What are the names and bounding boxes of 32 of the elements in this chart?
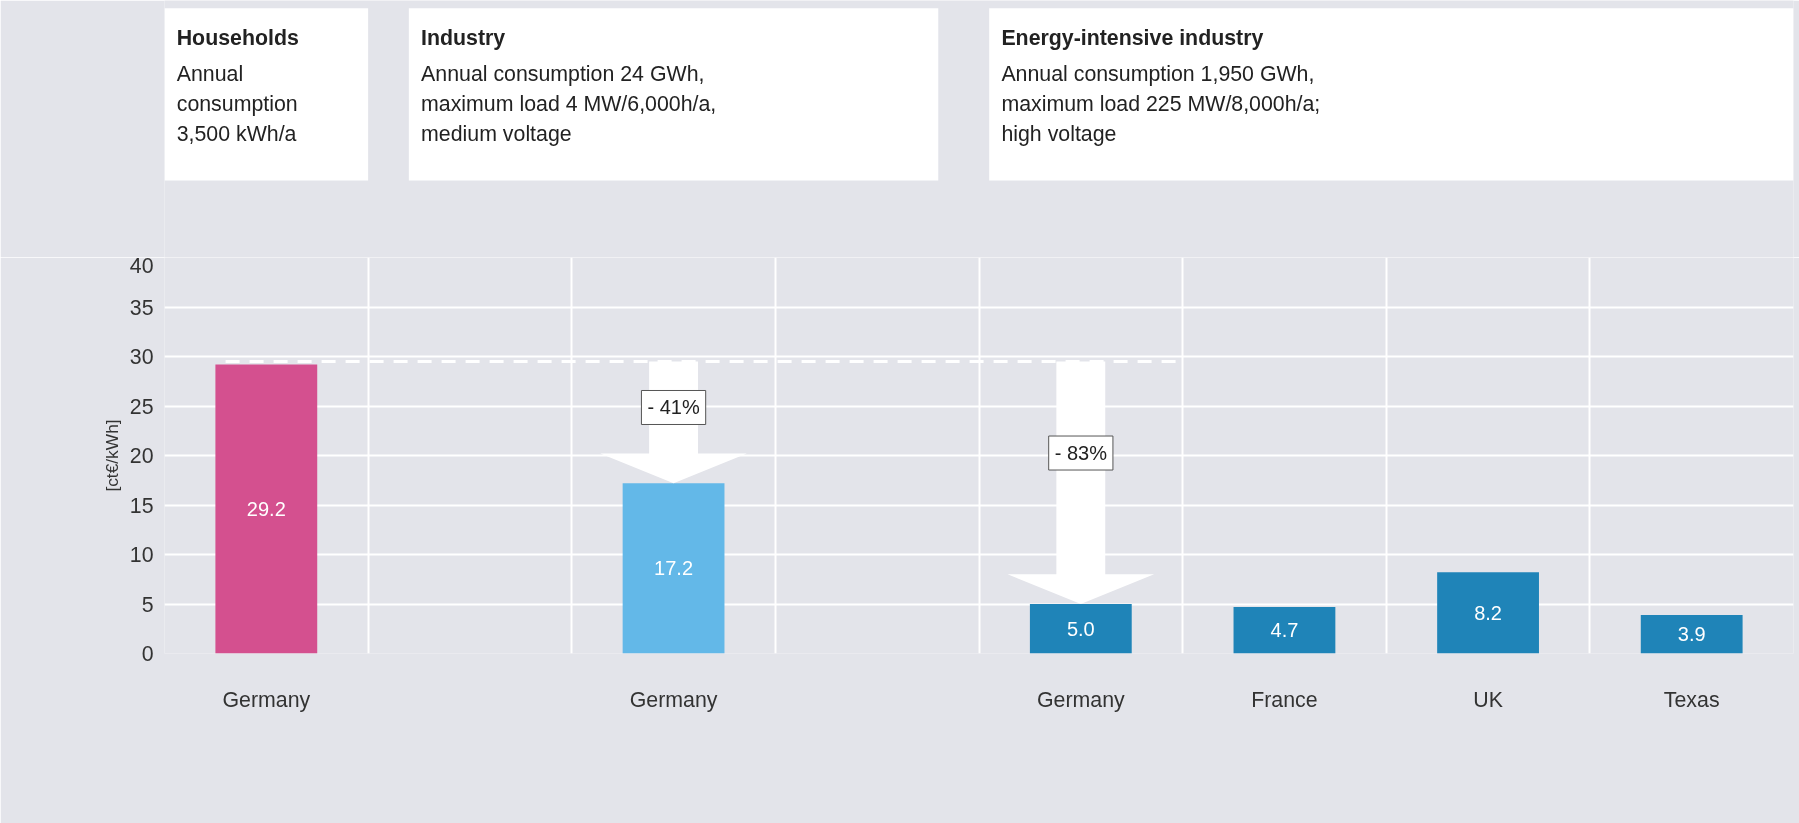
- x-tick-label: Germany: [222, 687, 311, 712]
- bar: [1029, 604, 1132, 654]
- data-label: 8.2: [1474, 601, 1502, 624]
- data-label: 3.9: [1677, 623, 1706, 646]
- annotation: - 83%: [1054, 442, 1108, 465]
- x-tick-label: Germany: [1036, 687, 1125, 712]
- y-axis-title: [ct€/kWh]: [101, 419, 122, 492]
- x-tick-label: Texas: [1663, 687, 1720, 712]
- text: Industry Annual consumption 24 GWh, maximum load 4 MW/6,000h/a, medium voltage: [421, 26, 717, 147]
- y-tick-label: 40: [129, 253, 154, 278]
- bar: [215, 364, 318, 654]
- bar: [1437, 572, 1539, 654]
- y-tick-label: 35: [129, 295, 154, 320]
- annotation: - 41%: [647, 396, 700, 419]
- x-tick-label: Germany: [629, 687, 718, 712]
- y-tick-label: 20: [129, 444, 154, 468]
- text: Energy-intensive industry Annual consumption 1,950 GWh, maximum load 225 MW/8,000h/a; high voltage: [1001, 26, 1321, 147]
- x-tick-label: UK: [1473, 687, 1503, 712]
- bar: [1640, 614, 1743, 654]
- y-tick-label: 30: [129, 345, 154, 369]
- data-label: 4.7: [1270, 619, 1299, 642]
- data-label: 17.2: [654, 557, 694, 580]
- data-label: 29.2: [246, 497, 286, 520]
- y-tick-label: 0: [141, 642, 154, 666]
- data-label: 5.0: [1066, 617, 1095, 640]
- y-tick-label: 15: [129, 493, 154, 518]
- y-tick-label: 5: [141, 592, 154, 617]
- y-tick-label: 25: [129, 394, 154, 419]
- x-tick-label: France: [1251, 687, 1318, 712]
- y-tick-label: 10: [129, 543, 154, 567]
- bar: [1233, 606, 1336, 654]
- text: Households Annual consumption 3,500 kWh/a: [176, 26, 299, 147]
